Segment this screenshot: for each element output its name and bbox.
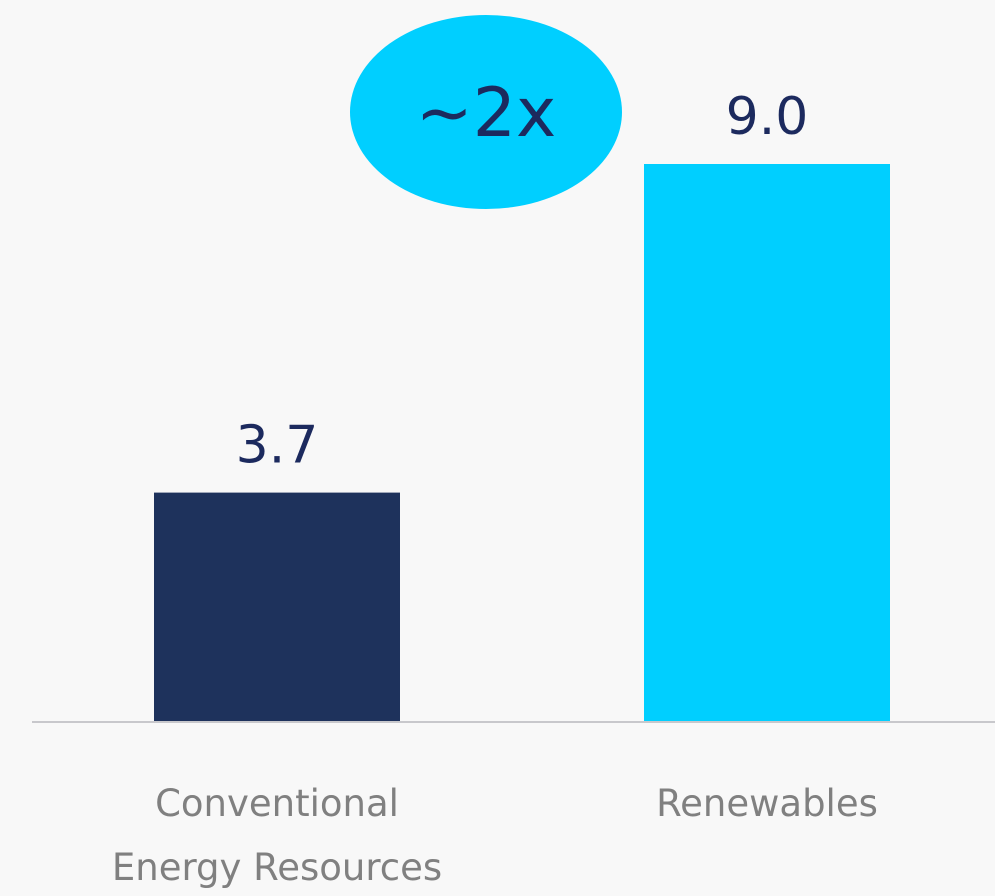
ratio-annotation-text: ~2x: [416, 74, 556, 153]
category-label-0-line-1: Energy Resources: [112, 846, 442, 889]
value-labels-group: 3.7 9.0: [236, 87, 809, 476]
category-label-0-line-0: Conventional: [155, 782, 399, 825]
bars-group: [154, 164, 890, 722]
value-label-0: 3.7: [236, 416, 319, 476]
category-label-1-line-0: Renewables: [656, 782, 878, 825]
ratio-annotation: ~2x: [350, 15, 622, 209]
bar-1: [644, 164, 890, 722]
ratio-annotation-bubble: [350, 15, 622, 209]
category-labels-group: Conventional Energy Resources Renewables: [112, 782, 878, 889]
value-label-1: 9.0: [726, 87, 809, 147]
bar-0: [154, 492, 400, 722]
